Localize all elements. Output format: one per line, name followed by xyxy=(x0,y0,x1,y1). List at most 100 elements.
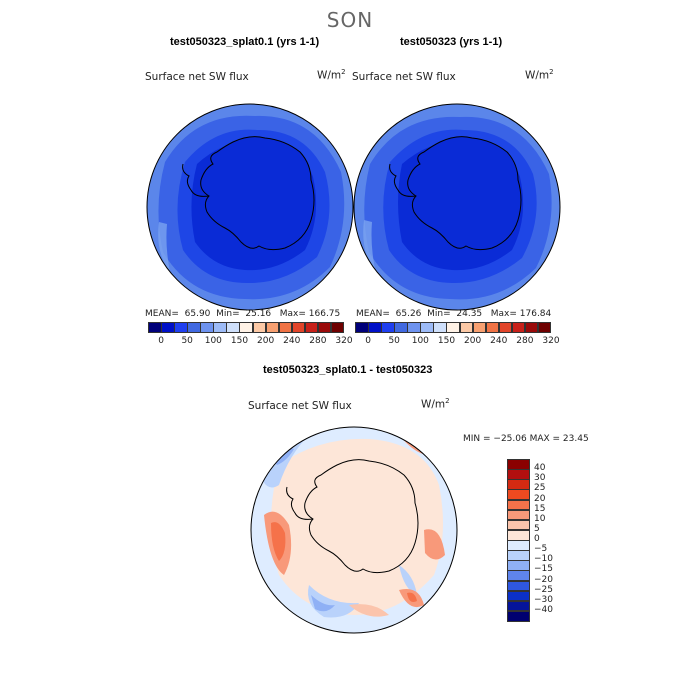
colorbar-swatch xyxy=(507,459,530,470)
red-anomaly xyxy=(424,529,445,560)
red-anomaly xyxy=(407,592,417,602)
colorbar-swatch xyxy=(161,322,175,333)
difference-title: test050323_splat0.1 - test050323 xyxy=(263,364,433,376)
difference-units-label: W/m2 xyxy=(421,397,450,411)
colorbar-swatch xyxy=(498,322,513,333)
colorbar-tick-label: 10 xyxy=(534,513,546,524)
colorbar-swatch xyxy=(507,540,530,551)
colorbar-swatch xyxy=(537,322,552,333)
colorbar-swatch xyxy=(394,322,408,333)
colorbar-swatch xyxy=(200,322,214,333)
colorbar-tick-label: 50 xyxy=(388,336,400,346)
colorbar-swatch xyxy=(304,322,319,333)
colorbar-tick-label: −15 xyxy=(534,564,553,575)
colorbar-tick-label: 240 xyxy=(490,336,508,346)
colorbar-swatch xyxy=(507,600,530,612)
colorbar-tick-label: −25 xyxy=(534,584,553,595)
colorbar-tick-label: 100 xyxy=(411,336,429,346)
colorbar-swatch xyxy=(507,610,530,622)
colorbar-swatch xyxy=(472,322,487,333)
colorbar-tick-label: 240 xyxy=(283,336,301,346)
colorbar-tick-label: 5 xyxy=(534,523,540,534)
colorbar-tick-label: 0 xyxy=(534,534,540,544)
colorbar-tick-label: 0 xyxy=(158,336,164,346)
colorbar-tick-label: −10 xyxy=(534,554,553,565)
antarctica-coast xyxy=(304,459,419,574)
colorbar-swatch xyxy=(507,550,530,561)
panel-title-right: test050323 (yrs 1-1) xyxy=(400,36,503,48)
colorbar-tick-label: 150 xyxy=(437,336,456,346)
colorbar-tick-label: 30 xyxy=(534,473,546,484)
variable-label-right: Surface net SW flux xyxy=(352,71,456,83)
peninsula xyxy=(389,163,417,197)
colorbar-swatch xyxy=(507,590,530,602)
colorbar-swatch xyxy=(187,322,201,333)
colorbar-swatch xyxy=(507,479,530,490)
colorbar-swatch xyxy=(459,322,474,333)
colorbar-tick-label: 15 xyxy=(534,503,546,514)
colorbar-swatch xyxy=(407,322,421,333)
colorbar-tick-label: −40 xyxy=(534,604,553,615)
colorbar-swatch xyxy=(368,322,382,333)
difference-minmax: MIN = −25.06 MAX = 23.45 xyxy=(463,434,589,444)
colorbar-swatch xyxy=(252,322,267,333)
colorbar-swatch xyxy=(511,322,526,333)
blue-anomaly xyxy=(399,565,417,595)
colorbar-tick-label: −20 xyxy=(534,574,553,585)
colorbar-swatch xyxy=(420,322,434,333)
colorbar-tick-label: 0 xyxy=(365,336,371,346)
colorbar-tick-label: −30 xyxy=(534,594,553,605)
red-anomaly xyxy=(349,604,389,617)
colorbar-tick-label: 200 xyxy=(257,336,275,346)
colorbar-tick-label: 320 xyxy=(542,336,560,346)
stats-left: MEAN= 65.90 Min= 25.16 Max= 166.75 xyxy=(145,309,341,319)
colorbar-tick-label: 150 xyxy=(230,336,249,346)
colorbar-tick-label: −5 xyxy=(534,544,548,555)
colorbar-tick-label: 320 xyxy=(335,336,353,346)
colorbar-difference-labels: 40 30 25 20 15 10 5 0 −5 −10 −15 −20 −25 −30 −40 xyxy=(534,459,574,621)
colorbar-swatch xyxy=(330,322,345,333)
red-anomaly xyxy=(271,522,286,561)
units-label-left: W/m2 xyxy=(317,68,346,82)
colorbar-swatch xyxy=(433,322,447,333)
difference-variable-label: Surface net SW flux xyxy=(248,400,352,412)
season-title: SON xyxy=(326,8,374,32)
panel-title-left: test050323_splat0.1 (yrs 1-1) xyxy=(170,36,320,48)
colorbar-tick-label: 50 xyxy=(181,336,193,346)
colorbar-swatch xyxy=(507,570,530,581)
colorbar-swatch xyxy=(485,322,500,333)
colorbar-swatch xyxy=(507,580,530,592)
peninsula xyxy=(286,486,314,520)
polar-map-right xyxy=(353,103,561,311)
units-label-right: W/m2 xyxy=(525,68,554,82)
colorbar-tick-label: 100 xyxy=(204,336,222,346)
polar-map-difference xyxy=(250,426,458,634)
antarctica-coast xyxy=(407,136,522,251)
colorbar-swatch xyxy=(355,322,369,333)
colorbar-swatch xyxy=(226,322,240,333)
colorbar-swatch xyxy=(265,322,280,333)
colorbar-swatch xyxy=(507,499,530,511)
colorbar-swatch xyxy=(507,509,530,521)
stats-right: MEAN= 65.26 Min= 24.35 Max= 176.84 xyxy=(356,309,552,319)
colorbar-tick-label: 40 xyxy=(534,463,546,474)
colorbar-swatch xyxy=(239,322,254,333)
polar-map-left xyxy=(146,103,354,311)
peninsula xyxy=(182,163,210,197)
colorbar-swatch xyxy=(317,322,332,333)
colorbar-tick-label: 280 xyxy=(516,336,534,346)
colorbar-swatch xyxy=(148,322,162,333)
antarctica-coast xyxy=(200,136,315,251)
colorbar-difference xyxy=(507,459,530,622)
colorbar-tick-label: 200 xyxy=(464,336,482,346)
colorbar-left-labels: 0 50 100 150 200 240 280 320 xyxy=(148,336,352,348)
colorbar-swatch xyxy=(213,322,227,333)
colorbar-swatch xyxy=(507,519,530,531)
colorbar-swatch xyxy=(507,489,530,500)
colorbar-right-labels: 0 50 100 150 200 240 280 320 xyxy=(355,336,559,348)
colorbar-tick-label: 20 xyxy=(534,493,546,504)
colorbar-swatch xyxy=(446,322,461,333)
colorbar-swatch xyxy=(524,322,539,333)
colorbar-tick-label: 25 xyxy=(534,483,546,494)
colorbar-swatch xyxy=(278,322,293,333)
